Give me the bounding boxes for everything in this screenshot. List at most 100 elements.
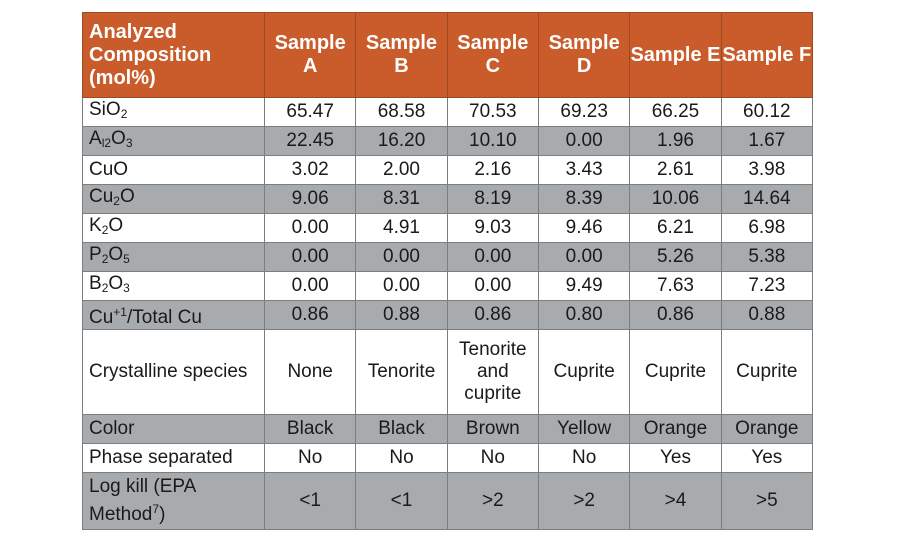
table-cell: 0.00	[537, 126, 631, 156]
corner-header: Analyzed Composition (mol%)	[82, 12, 265, 98]
sample-header: Sample A	[263, 12, 357, 98]
table-cell: 2.61	[629, 155, 722, 185]
row-label: Log kill (EPA Method7)	[82, 472, 265, 530]
table-cell: 65.47	[263, 97, 357, 127]
table-cell: 9.06	[263, 184, 357, 214]
table-cell: 3.98	[720, 155, 813, 185]
table-cell: 68.58	[355, 97, 448, 127]
table-cell: 0.88	[355, 300, 448, 330]
table-cell: 8.19	[446, 184, 539, 214]
table-cell: 3.43	[537, 155, 631, 185]
table-cell: Cuprite	[537, 329, 631, 415]
table-cell: 0.00	[355, 271, 448, 301]
table-cell: Black	[355, 414, 448, 444]
table-cell: 1.96	[629, 126, 722, 156]
table-cell: 8.39	[537, 184, 631, 214]
row-label: Crystalline species	[82, 329, 265, 415]
table-row: Log kill (EPA Method7) <1 <1 >2 >2 >4 >5	[82, 472, 813, 530]
table-cell: 10.06	[629, 184, 722, 214]
table-cell: 9.46	[537, 213, 631, 243]
table-cell: 6.98	[720, 213, 813, 243]
composition-table: Analyzed Composition (mol%) Sample A Sam…	[82, 12, 813, 530]
table-row: P2O5 0.00 0.00 0.00 0.00 5.26 5.38	[82, 242, 813, 272]
table-cell: >2	[446, 472, 539, 530]
table-cell: No	[537, 443, 631, 473]
table-cell: 0.00	[537, 242, 631, 272]
table-row: Crystalline species None Tenorite Tenorite …	[82, 329, 813, 415]
table-cell: Yellow	[537, 414, 631, 444]
table-cell: Black	[263, 414, 357, 444]
sample-header: Sample E	[629, 12, 722, 98]
table-cell: 7.63	[629, 271, 722, 301]
table-cell: 70.53	[446, 97, 539, 127]
table-row: Color Black Black Brown Yellow Orange Orange	[82, 414, 813, 444]
row-label: B2O3	[82, 271, 265, 301]
table-cell: 66.25	[629, 97, 722, 127]
table-cell: 0.00	[263, 271, 357, 301]
table-cell: 0.86	[629, 300, 722, 330]
table-cell: >4	[629, 472, 722, 530]
table-row: SiO2 65.47 68.58 70.53 69.23 66.25 60.12	[82, 97, 813, 127]
table-cell: 0.80	[537, 300, 631, 330]
table-cell: 0.00	[446, 242, 539, 272]
table-cell: Cuprite	[720, 329, 813, 415]
table-cell: No	[263, 443, 357, 473]
row-label: Al2O3	[82, 126, 265, 156]
table-cell: >2	[537, 472, 631, 530]
table-cell: 16.20	[355, 126, 448, 156]
table-cell: 3.02	[263, 155, 357, 185]
table-cell: 22.45	[263, 126, 357, 156]
header-row: Analyzed Composition (mol%) Sample A Sam…	[82, 12, 813, 98]
row-label: Phase separated	[82, 443, 265, 473]
table-cell: Cuprite	[629, 329, 722, 415]
table-cell: 10.10	[446, 126, 539, 156]
row-label: Color	[82, 414, 265, 444]
table-cell: Yes	[629, 443, 722, 473]
table-cell: 2.16	[446, 155, 539, 185]
row-label: SiO2	[82, 97, 265, 127]
table-cell: Orange	[629, 414, 722, 444]
table-cell: 0.88	[720, 300, 813, 330]
table-cell: 0.86	[263, 300, 357, 330]
table-cell: 0.00	[355, 242, 448, 272]
table-cell: None	[263, 329, 357, 415]
table-cell: 2.00	[355, 155, 448, 185]
table-row: Cu+1/Total Cu 0.86 0.88 0.86 0.80 0.86 0.88	[82, 300, 813, 330]
table-cell: Yes	[720, 443, 813, 473]
row-label: P2O5	[82, 242, 265, 272]
table-cell: 0.00	[263, 213, 357, 243]
table-cell: 9.03	[446, 213, 539, 243]
table-cell: 1.67	[720, 126, 813, 156]
table-cell: 8.31	[355, 184, 448, 214]
table-cell: Orange	[720, 414, 813, 444]
sample-header: Sample D	[537, 12, 631, 98]
table-cell: 0.00	[263, 242, 357, 272]
table-cell: 0.86	[446, 300, 539, 330]
sample-header: Sample C	[446, 12, 539, 98]
table-cell: Brown	[446, 414, 539, 444]
table-row: CuO 3.02 2.00 2.16 3.43 2.61 3.98	[82, 155, 813, 185]
table-cell: 5.26	[629, 242, 722, 272]
table-cell: 7.23	[720, 271, 813, 301]
table-cell: 5.38	[720, 242, 813, 272]
table-row: Al2O3 22.45 16.20 10.10 0.00 1.96 1.67	[82, 126, 813, 156]
table-cell: 4.91	[355, 213, 448, 243]
table-cell: Tenorite	[355, 329, 448, 415]
table-cell: <1	[263, 472, 357, 530]
table-cell: 9.49	[537, 271, 631, 301]
table-cell: Tenorite and cuprite	[446, 329, 539, 415]
table-row: B2O3 0.00 0.00 0.00 9.49 7.63 7.23	[82, 271, 813, 301]
table-cell: No	[355, 443, 448, 473]
row-label: K2O	[82, 213, 265, 243]
table-cell: 60.12	[720, 97, 813, 127]
table-cell: 69.23	[537, 97, 631, 127]
table-row: Phase separated No No No No Yes Yes	[82, 443, 813, 473]
table-cell: <1	[355, 472, 448, 530]
sample-header: Sample B	[355, 12, 448, 98]
row-label: Cu2O	[82, 184, 265, 214]
row-label: CuO	[82, 155, 265, 185]
table-cell: 6.21	[629, 213, 722, 243]
table-row: Cu2O 9.06 8.31 8.19 8.39 10.06 14.64	[82, 184, 813, 214]
table-row: K2O 0.00 4.91 9.03 9.46 6.21 6.98	[82, 213, 813, 243]
table-cell: No	[446, 443, 539, 473]
